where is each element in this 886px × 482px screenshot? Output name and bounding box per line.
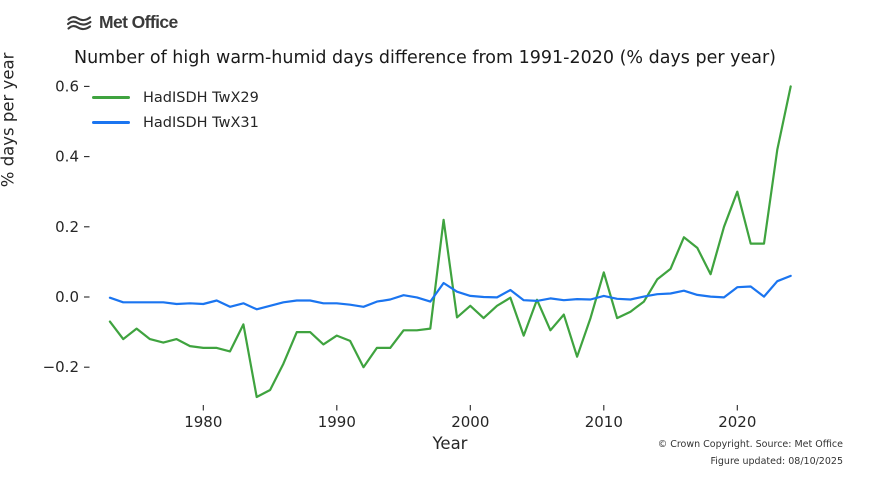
copyright-text: © Crown Copyright. Source: Met Office <box>657 439 843 450</box>
legend-label-twx31: HadISDH TwX31 <box>143 114 259 131</box>
series-line-hadisdh-twx31 <box>108 274 792 311</box>
y-tick-label: 0.6 <box>55 77 79 95</box>
wave-icon <box>66 15 92 30</box>
x-tick-label: 2010 <box>585 413 623 431</box>
y-tick-label: 0.2 <box>55 218 79 236</box>
x-tick-label: 1980 <box>184 413 222 431</box>
legend-line-twx31 <box>92 121 130 124</box>
x-tick-label: 2020 <box>718 413 756 431</box>
legend-line-twx29 <box>92 96 130 99</box>
met-office-logo: Met Office <box>66 12 178 33</box>
legend-label-twx29: HadISDH TwX29 <box>143 89 259 106</box>
legend: HadISDH TwX29 HadISDH TwX31 <box>92 85 259 135</box>
x-tick-label: 1990 <box>318 413 356 431</box>
updated-text: Figure updated: 08/10/2025 <box>710 456 843 467</box>
logo-text: Met Office <box>99 12 178 32</box>
legend-item-twx31: HadISDH TwX31 <box>92 110 259 135</box>
y-tick-label: 0.0 <box>55 288 79 306</box>
x-tick-label: 2000 <box>451 413 489 431</box>
chart-title: Number of high warm-humid days differenc… <box>74 48 776 68</box>
y-axis-label: % days per year <box>0 52 18 188</box>
series-line-hadisdh-twx29 <box>108 85 792 399</box>
y-tick-label: −0.2 <box>43 358 79 376</box>
y-tick-label: 0.4 <box>55 148 79 166</box>
x-axis-label: Year <box>432 434 468 453</box>
legend-item-twx29: HadISDH TwX29 <box>92 85 259 110</box>
